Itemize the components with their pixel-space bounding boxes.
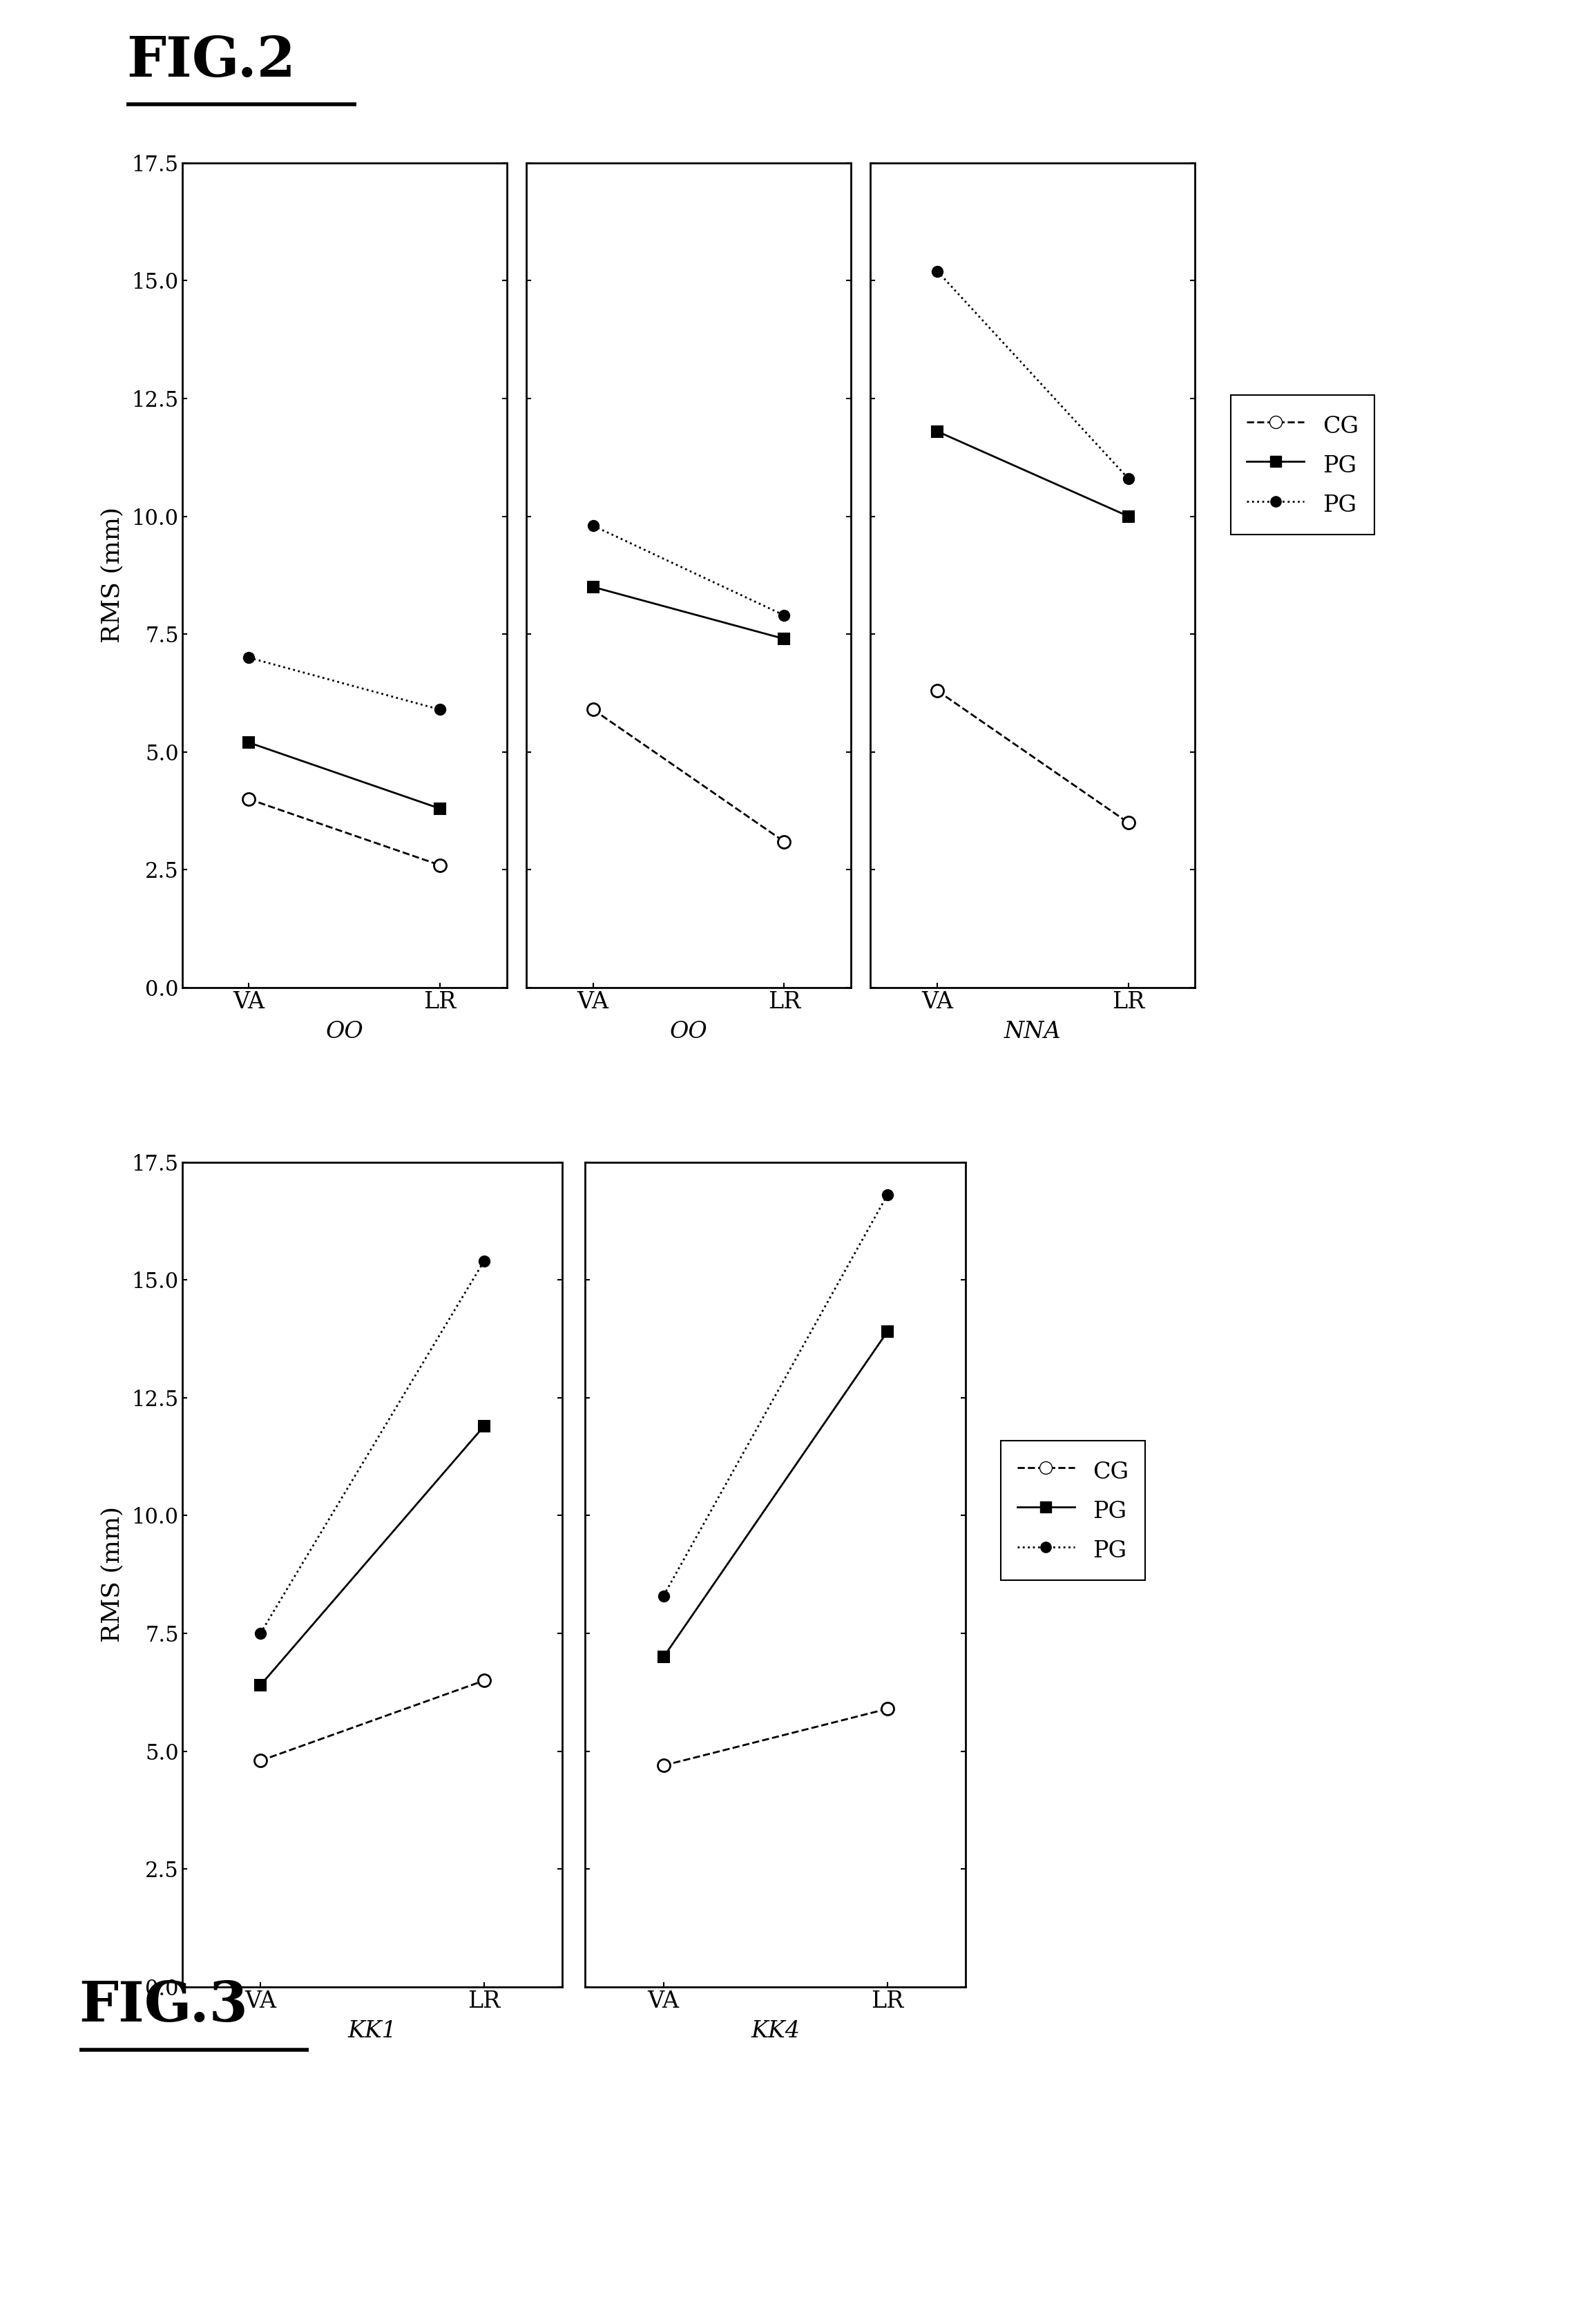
Legend: CG, PG, PG: CG, PG, PG — [1000, 1441, 1145, 1580]
Y-axis label: RMS (mm): RMS (mm) — [100, 507, 123, 644]
X-axis label: KK4: KK4 — [750, 2020, 799, 2043]
Legend: CG, PG, PG: CG, PG, PG — [1230, 395, 1374, 535]
X-axis label: KK1: KK1 — [348, 2020, 397, 2043]
Y-axis label: RMS (mm): RMS (mm) — [100, 1506, 123, 1643]
X-axis label: OO: OO — [326, 1020, 364, 1043]
X-axis label: NNA: NNA — [1004, 1020, 1061, 1043]
Text: FIG.2: FIG.2 — [127, 35, 296, 88]
X-axis label: OO: OO — [670, 1020, 708, 1043]
Text: FIG.3: FIG.3 — [79, 1980, 249, 2034]
